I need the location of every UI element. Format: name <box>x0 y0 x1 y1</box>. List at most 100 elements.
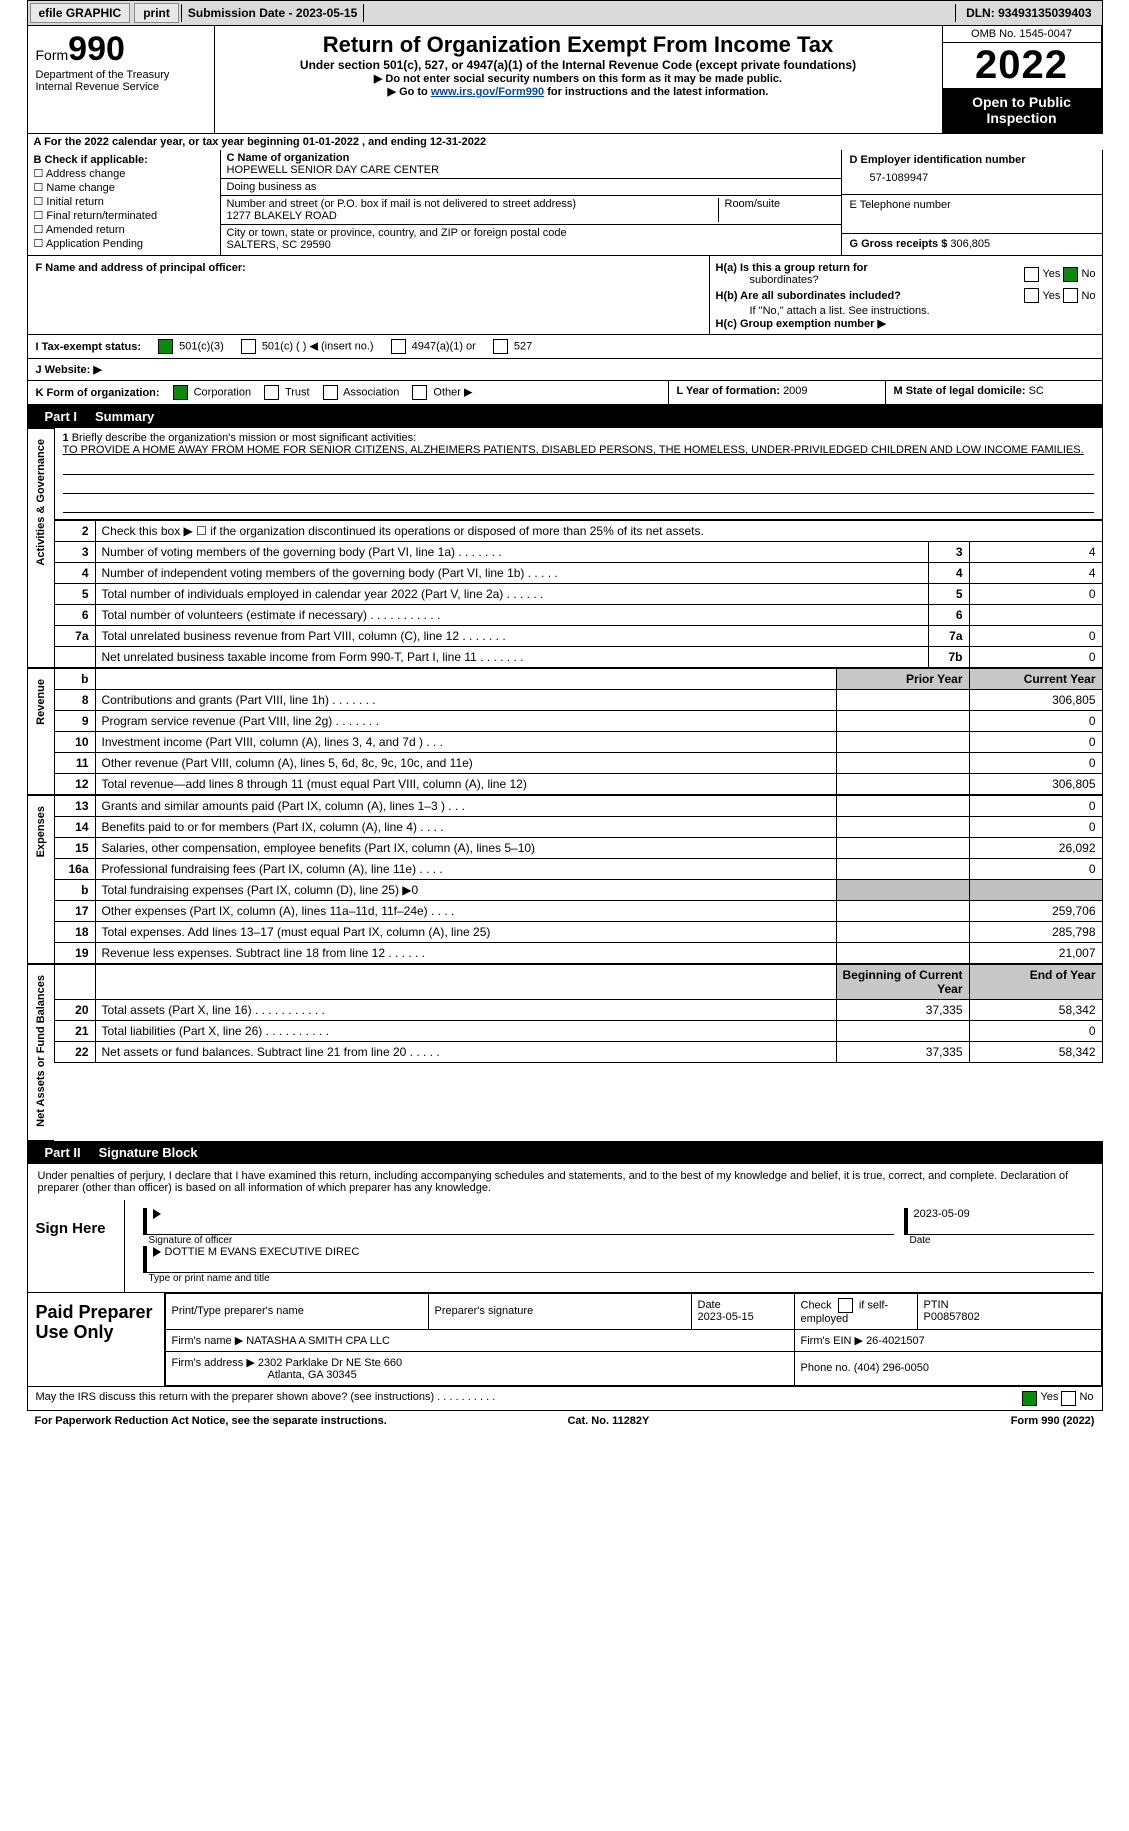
hb-question: H(b) Are all subordinates included? Yes … <box>716 288 1096 303</box>
ha-no[interactable] <box>1063 267 1078 282</box>
line-21: Total liabilities (Part X, line 26) . . … <box>95 1021 836 1042</box>
firm-name: Firm's name ▶ NATASHA A SMITH CPA LLC <box>165 1329 794 1351</box>
line-9: Program service revenue (Part VIII, line… <box>95 711 836 732</box>
firm-phone: Phone no. (404) 296-0050 <box>794 1351 1101 1385</box>
line-3: Number of voting members of the governin… <box>95 542 928 563</box>
line-10: Investment income (Part VIII, column (A)… <box>95 732 836 753</box>
side-expenses: Expenses <box>27 795 54 964</box>
line-19: Revenue less expenses. Subtract line 18 … <box>95 943 836 964</box>
cb-527[interactable] <box>493 339 508 354</box>
part-i-header: Part ISummary <box>27 405 1103 428</box>
firm-addr: Firm's address ▶ 2302 Parklake Dr NE Ste… <box>165 1351 794 1385</box>
cb-trust[interactable] <box>264 385 279 400</box>
dln: DLN: 93493135039403 <box>955 4 1101 22</box>
line-2: Check this box ▶ ☐ if the organization d… <box>95 521 1102 542</box>
cb-application-pending[interactable]: ☐ Application Pending <box>34 237 214 250</box>
cb-self-emp[interactable] <box>838 1298 853 1313</box>
sig-date: 2023-05-09 <box>904 1208 1094 1235</box>
line-K: K Form of organization: Corporation Trus… <box>28 381 668 404</box>
cb-other[interactable] <box>412 385 427 400</box>
cb-final-return[interactable]: ☐ Final return/terminated <box>34 209 214 222</box>
cb-discuss-yes[interactable] <box>1022 1391 1037 1406</box>
line-16a: Professional fundraising fees (Part IX, … <box>95 859 836 880</box>
hb-yes[interactable] <box>1024 288 1039 303</box>
discuss-row: May the IRS discuss this return with the… <box>27 1387 1103 1411</box>
line-A: A For the 2022 calendar year, or tax yea… <box>27 133 1103 150</box>
line-J: J Website: ▶ <box>27 359 1103 381</box>
line-14: Benefits paid to or for members (Part IX… <box>95 817 836 838</box>
line-22: Net assets or fund balances. Subtract li… <box>95 1042 836 1063</box>
preparer-name-hdr: Print/Type preparer's name <box>165 1293 428 1329</box>
line-18: Total expenses. Add lines 13–17 (must eq… <box>95 922 836 943</box>
prep-date: Date2023-05-15 <box>691 1293 794 1329</box>
ha-yes[interactable] <box>1024 267 1039 282</box>
hc: H(c) Group exemption number ▶ <box>716 317 1096 330</box>
ein-box: D Employer identification number57-10899… <box>842 150 1102 195</box>
line-11: Other revenue (Part VIII, column (A), li… <box>95 753 836 774</box>
paperwork-notice: For Paperwork Reduction Act Notice, see … <box>35 1415 387 1427</box>
line-5: Total number of individuals employed in … <box>95 584 928 605</box>
phone-box: E Telephone number <box>842 195 1102 234</box>
subtitle: Under section 501(c), 527, or 4947(a)(1)… <box>225 58 932 72</box>
line-16b: Total fundraising expenses (Part IX, col… <box>95 880 836 901</box>
tax-year: 2022 <box>942 43 1102 88</box>
arrow-icon <box>153 1247 161 1257</box>
line-8: Contributions and grants (Part VIII, lin… <box>95 690 836 711</box>
hb-note: If "No," attach a list. See instructions… <box>716 305 1096 317</box>
page-title: Return of Organization Exempt From Incom… <box>225 32 932 58</box>
section-F: F Name and address of principal officer: <box>28 256 710 334</box>
form-label: Form 990 (2022) <box>1011 1415 1095 1427</box>
hb-no[interactable] <box>1063 288 1078 303</box>
cb-address-change[interactable]: ☐ Address change <box>34 167 214 180</box>
irs-link[interactable]: www.irs.gov/Form990 <box>431 86 544 98</box>
cb-501c3[interactable] <box>158 339 173 354</box>
arrow-icon <box>153 1209 161 1219</box>
city-box: City or town, state or province, country… <box>221 225 841 253</box>
omb: OMB No. 1545-0047 <box>942 26 1102 43</box>
date-label: Date <box>910 1235 1094 1246</box>
print-button[interactable]: print <box>134 3 179 23</box>
addr-box: Number and street (or P.O. box if mail i… <box>221 196 841 225</box>
side-activities: Activities & Governance <box>27 428 54 668</box>
line-12: Total revenue—add lines 8 through 11 (mu… <box>95 774 836 795</box>
sign-here: Sign Here <box>28 1200 125 1292</box>
preparer-sig-hdr: Preparer's signature <box>428 1293 691 1329</box>
cb-initial-return[interactable]: ☐ Initial return <box>34 195 214 208</box>
eoy-hdr: End of Year <box>969 965 1102 1000</box>
line-13: Grants and similar amounts paid (Part IX… <box>95 796 836 817</box>
line-15: Salaries, other compensation, employee b… <box>95 838 836 859</box>
side-revenue: Revenue <box>27 668 54 795</box>
section-B: B Check if applicable: ☐ Address change … <box>28 150 221 255</box>
firm-ein: Firm's EIN ▶ 26-4021507 <box>794 1329 1101 1351</box>
officer-name: DOTTIE M EVANS EXECUTIVE DIREC <box>165 1246 360 1258</box>
dept: Department of the Treasury <box>36 69 206 81</box>
cb-assoc[interactable] <box>323 385 338 400</box>
self-emp: Check if self-employed <box>794 1293 917 1329</box>
cb-501c[interactable] <box>241 339 256 354</box>
cb-amended[interactable]: ☐ Amended return <box>34 223 214 236</box>
cb-name-change[interactable]: ☐ Name change <box>34 181 214 194</box>
cb-discuss-no[interactable] <box>1061 1391 1076 1406</box>
dba-box: Doing business as <box>221 179 841 196</box>
instr1: ▶ Do not enter social security numbers o… <box>225 72 932 85</box>
ha-question: H(a) Is this a group return forsubordina… <box>716 262 1096 286</box>
gross-receipts: G Gross receipts $ 306,805 <box>842 234 1102 254</box>
cb-4947[interactable] <box>391 339 406 354</box>
line-17: Other expenses (Part IX, column (A), lin… <box>95 901 836 922</box>
efile-button[interactable]: efile GRAPHIC <box>30 3 131 23</box>
submission-date: Submission Date - 2023-05-15 <box>181 4 364 22</box>
cat-no: Cat. No. 11282Y <box>567 1415 649 1427</box>
line-7a: Total unrelated business revenue from Pa… <box>95 626 928 647</box>
sig-officer-label: Signature of officer <box>149 1235 894 1246</box>
boy-hdr: Beginning of Current Year <box>836 965 969 1000</box>
ptin: PTINP00857802 <box>917 1293 1101 1329</box>
curr-year-hdr: Current Year <box>969 669 1102 690</box>
cb-corp[interactable] <box>173 385 188 400</box>
irs: Internal Revenue Service <box>36 81 206 93</box>
line-7b: Net unrelated business taxable income fr… <box>95 647 928 668</box>
line-M: M State of legal domicile: SC <box>885 381 1102 404</box>
org-name: HOPEWELL SENIOR DAY CARE CENTER <box>227 164 440 176</box>
form-number: Form990 <box>36 30 206 69</box>
open-to-public: Open to Public Inspection <box>942 88 1102 133</box>
instr2: ▶ Go to www.irs.gov/Form990 for instruct… <box>225 85 932 98</box>
